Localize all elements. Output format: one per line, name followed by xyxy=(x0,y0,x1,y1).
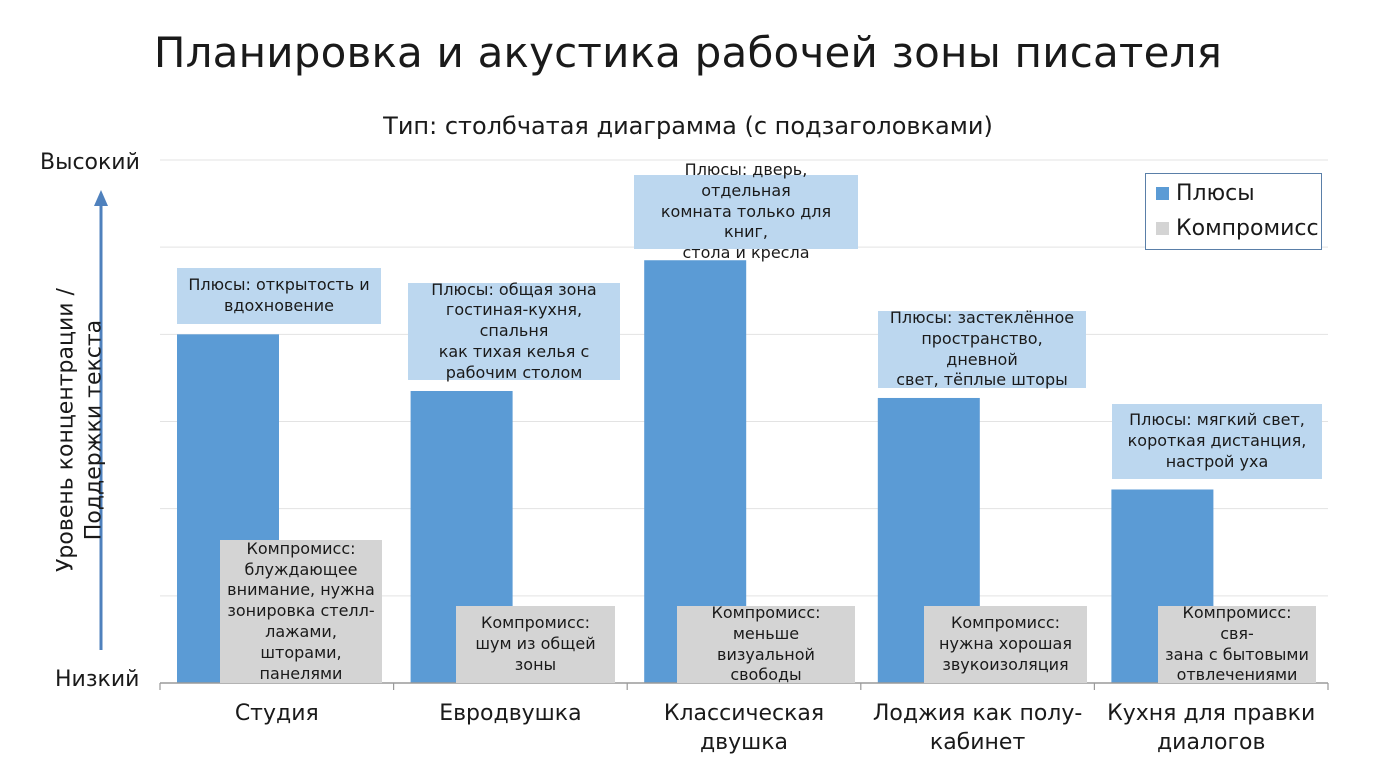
compromise-annotation-2: Компромисс: шум из общей зоны xyxy=(456,606,615,683)
compromise-annotation-3: Компромисс: меньше визуальной свободы xyxy=(677,603,855,684)
compromise-annotation-1: Компромисс: блуждающее внимание, нужна з… xyxy=(220,539,382,683)
compromise-annotation-4: Компромисс: нужна хорошая звукоизоляция xyxy=(924,606,1087,683)
pros-annotation-3: Плюсы: дверь, отдельная комната только д… xyxy=(634,160,858,262)
y-axis-low-label: Низкий xyxy=(55,667,140,692)
x-tick-label-2: Евродвушка xyxy=(439,701,582,726)
legend-label-pros: Плюсы xyxy=(1176,181,1255,206)
axes xyxy=(94,190,1329,690)
y-axis-high-label: Высокий xyxy=(40,150,140,175)
x-tick-label-1: Студия xyxy=(234,701,319,726)
compromise-annotation-5: Компромисс: свя- зана с бытовыми отвлече… xyxy=(1158,603,1316,684)
chart-subtitle: Тип: столбчатая диаграмма (с подзаголовк… xyxy=(383,112,993,140)
x-tick-label-4: Лоджия как полу- кабинет xyxy=(872,701,1083,755)
chart-title: Планировка и акустика рабочей зоны писат… xyxy=(153,28,1223,77)
legend: Плюсы Компромисс xyxy=(1145,173,1322,250)
pros-annotation-5: Плюсы: мягкий свет, короткая дистанция, … xyxy=(1112,404,1322,479)
pros-annotation-4: Плюсы: застеклённое пространство, дневно… xyxy=(878,308,1086,389)
legend-label-compromise: Компромисс xyxy=(1176,216,1319,241)
legend-item-pros: Плюсы xyxy=(1156,181,1255,206)
legend-swatch-compromise xyxy=(1156,222,1169,235)
pros-annotation-1: Плюсы: открытость и вдохновение xyxy=(177,268,381,324)
x-tick-label-5: Кухня для правки диалогов xyxy=(1107,701,1316,755)
y-axis-title: Уровень концентрации / Поддержки текста xyxy=(53,288,107,572)
legend-swatch-pros xyxy=(1156,187,1169,200)
x-tick-label-3: Классическая двушка xyxy=(663,701,825,755)
y-axis-arrow-head xyxy=(94,190,108,206)
pros-annotation-2: Плюсы: общая зона гостиная-кухня, спальн… xyxy=(408,280,620,382)
legend-item-compromise: Компромисс xyxy=(1156,216,1319,241)
